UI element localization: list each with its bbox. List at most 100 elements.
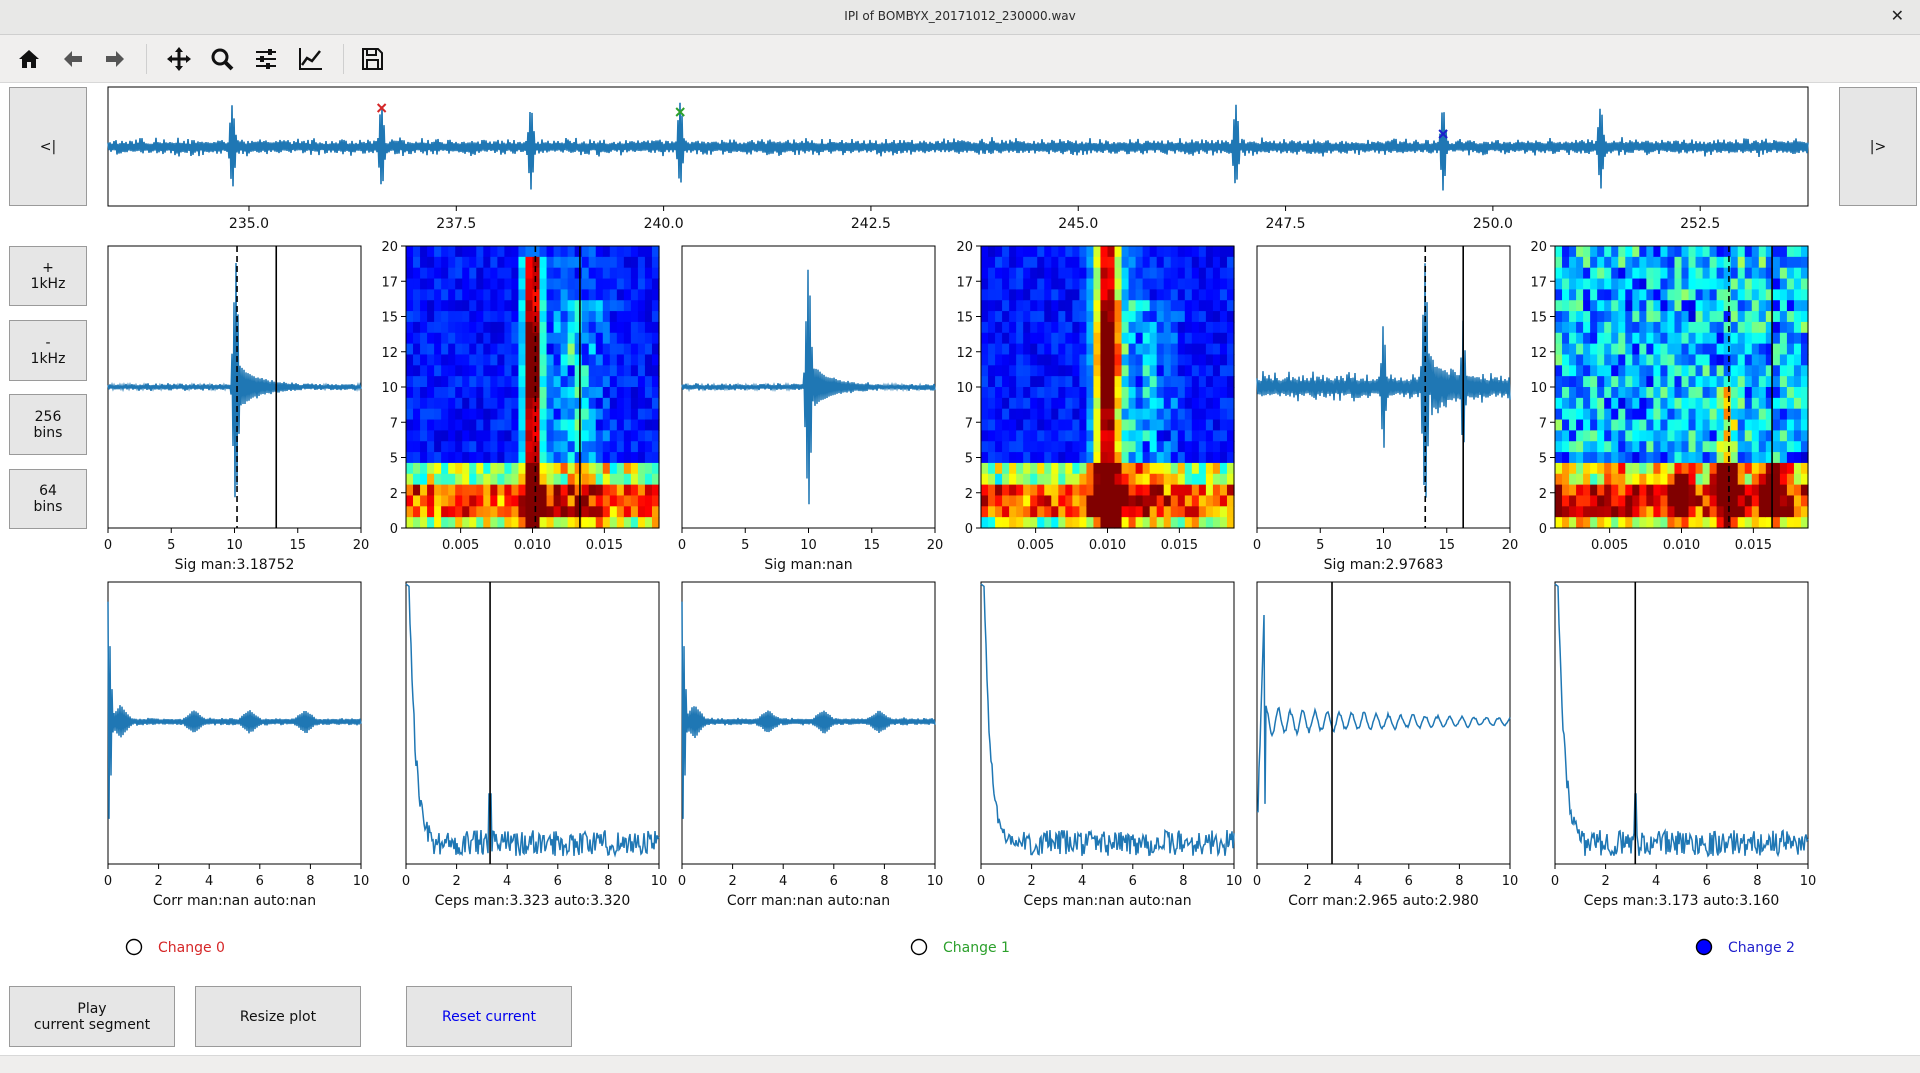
axes-edit-icon[interactable] [295, 44, 325, 74]
spectrogram-cell [1555, 300, 1563, 312]
spectrogram-cell [581, 332, 590, 345]
spectrogram-cell [1681, 408, 1690, 421]
spectrogram-cell [469, 278, 477, 290]
back-arrow-icon[interactable] [58, 44, 88, 74]
signal-axes[interactable] [107, 245, 362, 529]
spectrogram-cell [1688, 408, 1697, 421]
spectrogram-cell [1800, 332, 1809, 345]
change-radio-button[interactable] [1695, 938, 1713, 956]
close-icon[interactable]: ✕ [1890, 6, 1904, 25]
overview-marker[interactable] [675, 107, 685, 117]
spectrogram-cell [1597, 408, 1605, 421]
spectrogram-cell [1716, 278, 1725, 290]
signal-xlabel: Sig man:nan [764, 557, 852, 573]
spectrogram-cell [1051, 387, 1059, 399]
spectrogram-cell [504, 300, 513, 312]
x-tick-label: 2 [154, 874, 162, 889]
zoom-icon[interactable] [207, 44, 237, 74]
spectrogram-cell [1072, 321, 1080, 334]
home-icon[interactable] [14, 44, 44, 74]
spectrogram-cell [413, 267, 421, 280]
spectrogram-cell [1107, 452, 1116, 464]
256-bins-button[interactable]: 256 bins [9, 394, 87, 455]
spectrogram-cell [1597, 289, 1605, 301]
spectrogram-cell [1597, 452, 1605, 464]
spectrogram-cell [1030, 387, 1038, 399]
forward-arrow-icon[interactable] [100, 44, 130, 74]
spectrogram-cell [1730, 495, 1739, 507]
next-segment-button[interactable]: |> [1839, 87, 1917, 206]
spectrogram-cell [1730, 484, 1739, 497]
spectrogram[interactable] [1555, 246, 1809, 529]
spectrogram-cell [1135, 332, 1144, 345]
spectrogram[interactable] [406, 246, 660, 529]
spectrogram-cell [995, 278, 1003, 290]
64-bins-button[interactable]: 64 bins [9, 469, 87, 529]
spectrogram-cell [1765, 354, 1774, 366]
spectrogram-cell [1562, 365, 1570, 377]
cepstrum-axes[interactable] [980, 581, 1235, 865]
spectrogram-cell [595, 462, 604, 475]
spectrogram-cell [1142, 495, 1151, 507]
play-segment-button[interactable]: Play current segment [9, 986, 175, 1047]
spectrogram-cell [1142, 517, 1151, 529]
spectrogram-cell [1800, 289, 1809, 301]
overview-marker[interactable] [1438, 129, 1448, 139]
spectrogram[interactable] [981, 246, 1235, 529]
correlation-axes[interactable] [681, 581, 936, 865]
x-tick-label: 6 [1703, 874, 1711, 889]
spectrogram-cell [1128, 506, 1137, 518]
correlation-axes[interactable] [107, 581, 362, 865]
signal-axes[interactable] [681, 245, 936, 529]
spectrogram-cell [1093, 256, 1102, 269]
save-icon[interactable] [357, 44, 387, 74]
signal-axes[interactable] [1256, 245, 1511, 529]
spectrogram-cell [448, 365, 456, 377]
resize-plot-button[interactable]: Resize plot [195, 986, 361, 1047]
correlation-axes[interactable] [1256, 581, 1511, 865]
spectrogram-cell [602, 506, 611, 518]
spectrogram-cell [1681, 495, 1690, 507]
spectrogram-cell [1156, 365, 1165, 377]
cepstrum-axes[interactable] [1554, 581, 1809, 865]
spectrogram-cell [1569, 517, 1577, 529]
spectrogram-cell [1583, 289, 1591, 301]
prev-segment-button[interactable]: <| [9, 87, 87, 206]
spectrogram-cell [1660, 430, 1669, 442]
spectrogram-cell [427, 462, 435, 475]
change-radio-button[interactable] [125, 938, 143, 956]
cepstrum-axes[interactable] [405, 581, 660, 865]
spectrogram-cell [483, 376, 491, 388]
spectrogram-cell [644, 365, 653, 377]
pan-icon[interactable] [164, 44, 194, 74]
spectrogram-cell [1702, 419, 1711, 431]
reset-current-button[interactable]: Reset current [406, 986, 572, 1047]
minus-1khz-button[interactable]: - 1kHz [9, 320, 87, 381]
spectrogram-cell [1660, 495, 1669, 507]
spectrogram-cell [518, 278, 527, 290]
spectrogram-cell [1639, 452, 1647, 464]
spectrogram-cell [1709, 408, 1718, 421]
spectrogram-cell [1142, 354, 1151, 366]
spectrogram-cell [1198, 278, 1207, 290]
spectrogram-cell [1772, 484, 1781, 497]
y-tick-label: 2 [390, 487, 398, 502]
spectrogram-cell [553, 246, 562, 258]
overview-marker[interactable] [376, 103, 387, 113]
spectrogram-cell [1002, 462, 1010, 475]
subplots-config-icon[interactable] [251, 44, 281, 74]
spectrogram-cell [1611, 278, 1619, 290]
spectrogram-cell [497, 365, 505, 377]
spectrogram-cell [1786, 267, 1795, 280]
change-radio-button[interactable] [910, 938, 928, 956]
plus-1khz-button[interactable]: + 1kHz [9, 246, 87, 306]
spectrogram-cell [1723, 473, 1732, 486]
spectrogram-cell [1212, 387, 1221, 399]
spectrogram-cell [567, 462, 576, 475]
spectrogram-cell [1065, 354, 1073, 366]
spectrogram-cell [1044, 311, 1052, 323]
spectrogram-cell [413, 256, 421, 269]
spectrogram-cell [1058, 408, 1066, 421]
spectrogram-cell [1786, 300, 1795, 312]
